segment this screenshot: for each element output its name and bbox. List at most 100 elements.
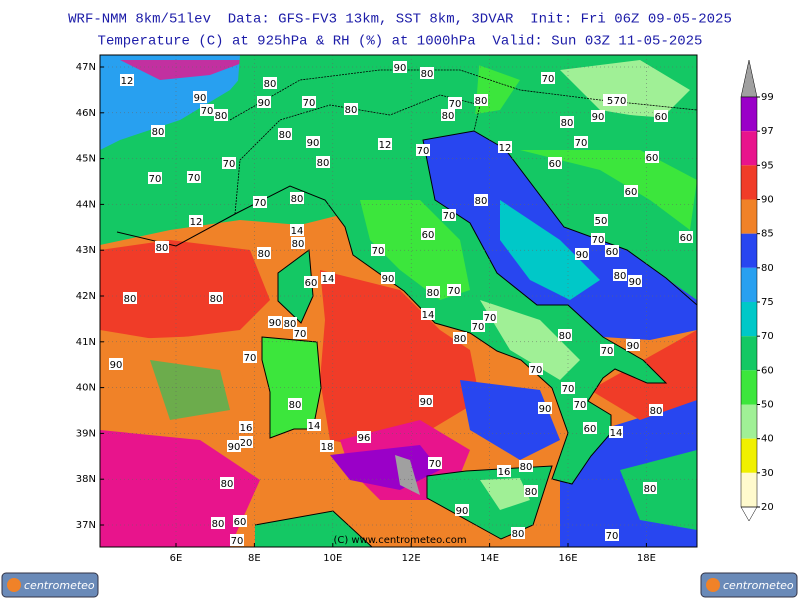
contour-label: 90	[629, 277, 642, 288]
contour-label: 70	[372, 246, 385, 257]
logo-box	[700, 572, 798, 598]
contour-label-box	[357, 431, 371, 443]
contour-label: 70	[614, 96, 627, 107]
contour-label: 80	[561, 118, 574, 129]
contour-label: 60	[606, 247, 619, 258]
contour-label-box	[421, 228, 435, 240]
contour-label-box	[524, 485, 538, 497]
lon-label: 12E	[402, 553, 421, 564]
contour-label-box	[227, 440, 241, 452]
contour-label: 80	[442, 111, 455, 122]
colorbar-band	[741, 370, 757, 405]
contour-label-box	[442, 209, 456, 221]
contour-label: 70	[448, 286, 461, 297]
contour-label-box	[474, 94, 488, 106]
contour-label-box	[613, 269, 627, 281]
contour-label: 70	[254, 198, 267, 209]
contour-label: 12	[379, 140, 392, 151]
contour-label-box	[381, 272, 395, 284]
contour-label: 90	[194, 93, 207, 104]
lat-label: 39N	[76, 428, 96, 439]
contour-label: 70	[294, 329, 307, 340]
contour-label-box	[529, 363, 543, 375]
contour-label: 96	[358, 433, 371, 444]
contour-label-box	[421, 308, 435, 320]
contour-label: 80	[317, 158, 330, 169]
contour-label-box	[123, 292, 137, 304]
contour-label: 80	[292, 239, 305, 250]
colorbar-band	[741, 165, 757, 200]
contour-label: 90	[539, 404, 552, 415]
contour-label-box	[574, 136, 588, 148]
contour-label: 60	[625, 187, 638, 198]
contour-label: 18	[321, 442, 334, 453]
contour-label-box	[239, 421, 253, 433]
contour-label: 70	[449, 99, 462, 110]
colorbar-band	[741, 131, 757, 166]
contour-label-box	[253, 196, 267, 208]
contour-label-box	[591, 110, 605, 122]
contour-label: 14	[322, 274, 335, 285]
contour-label-box	[155, 241, 169, 253]
contour-label-box	[290, 192, 304, 204]
contour-label: 80	[345, 105, 358, 116]
logo-icon	[706, 578, 720, 592]
logo-left: centrometeo	[1, 572, 99, 598]
contour-label-box	[283, 317, 297, 329]
contour-label-box	[645, 151, 659, 163]
colorbar-band	[741, 438, 757, 473]
contour-label-box	[679, 231, 693, 243]
contour-label-box	[426, 286, 440, 298]
contour-label-box	[378, 138, 392, 150]
contour-label: 90	[394, 63, 407, 74]
contour-label-box	[649, 404, 663, 416]
contour-label-box	[541, 72, 555, 84]
contour-label: 90	[576, 250, 589, 261]
contour-label-box	[511, 527, 525, 539]
contour-label-box	[278, 128, 292, 140]
colorbar-label: 30	[761, 468, 774, 479]
contour-label: 60	[422, 230, 435, 241]
logo-box	[1, 572, 99, 598]
contour-label-box	[455, 504, 469, 516]
contour-label: 60	[584, 424, 597, 435]
contour-label: 80	[512, 529, 525, 540]
contour-label-box	[538, 402, 552, 414]
contour-label-box	[257, 96, 271, 108]
colorbar-band	[741, 302, 757, 337]
lat-label: 45N	[76, 154, 96, 165]
contour-label-box	[257, 247, 271, 259]
contour-label-box	[243, 351, 257, 363]
contour-label: 70	[562, 384, 575, 395]
contour-label: 20	[240, 438, 253, 449]
colorbar-label: 20	[761, 502, 774, 513]
colorbar-label: 50	[761, 400, 774, 411]
contour-label-box	[416, 144, 430, 156]
contour-label-box	[613, 94, 627, 106]
contour-label: 70	[223, 159, 236, 170]
lat-label: 44N	[76, 199, 96, 210]
contour-label: 80	[644, 484, 657, 495]
contour-label-box	[320, 440, 334, 452]
contour-label: 5	[607, 96, 613, 107]
map-frame	[99, 54, 698, 548]
contour-label-box	[428, 457, 442, 469]
contour-label: 70	[601, 346, 614, 357]
contour-label: 70	[429, 459, 442, 470]
contour-label-box	[393, 61, 407, 73]
contour-label-box	[453, 332, 467, 344]
header-line1: WRF-NMM 8km/51lev Data: GFS-FV3 13km, SS…	[68, 12, 732, 28]
contour-label: 80	[221, 479, 234, 490]
contour-label: 80	[454, 334, 467, 345]
contour-label-box	[643, 482, 657, 494]
contour-label: 70	[417, 146, 430, 157]
contour-label-box	[600, 344, 614, 356]
contour-label: 80	[210, 294, 223, 305]
contour-label-box	[209, 292, 223, 304]
lat-label: 43N	[76, 245, 96, 256]
contour-label: 90	[258, 98, 271, 109]
colorbar-label: 70	[761, 331, 774, 342]
contour-label: 80	[279, 130, 292, 141]
